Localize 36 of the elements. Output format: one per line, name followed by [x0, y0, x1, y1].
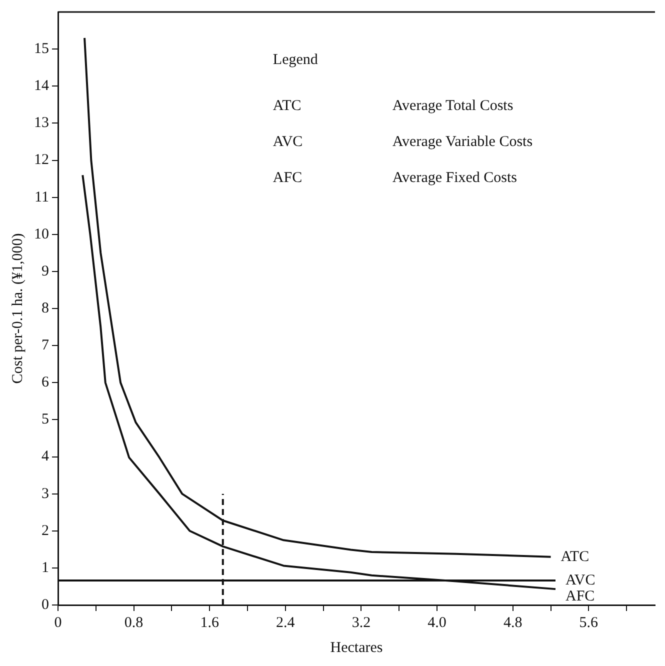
x-tick-label: 1.6 — [200, 614, 220, 631]
x-tick-label: 5.6 — [579, 614, 599, 631]
x-tick-label: 4.0 — [428, 614, 446, 631]
series-label: AVC — [566, 572, 596, 588]
y-tick-label: 12 — [34, 152, 49, 168]
x-tick-label: 0 — [54, 614, 62, 631]
y-tick-label: 4 — [42, 448, 50, 465]
y-tick-label: 10 — [34, 226, 49, 242]
annotation: Legend — [272, 52, 318, 68]
x-tick-label: 2.4 — [276, 614, 296, 631]
y-tick-label: 14 — [34, 78, 50, 94]
y-tick-label: 13 — [34, 115, 49, 132]
y-tick-label: 6 — [42, 374, 50, 391]
series-label: AFC — [566, 588, 595, 604]
y-axis-title: Cost per-0.1 ha. (¥1,000) — [10, 233, 26, 384]
y-tick-label: 0 — [42, 596, 49, 613]
y-tick-label: 5 — [42, 412, 49, 428]
y-tick-label: 3 — [42, 486, 49, 502]
annotation: Average Fixed Costs — [392, 170, 518, 186]
y-tick-label: 11 — [34, 189, 49, 206]
annotation: Average Variable Costs — [392, 134, 533, 150]
annotation: Average Total Costs — [392, 98, 514, 114]
y-tick-label: 1 — [42, 560, 49, 576]
annotation: ATC — [272, 98, 302, 114]
series-label: ATC — [560, 548, 590, 565]
y-tick-label: 15 — [34, 41, 49, 57]
y-tick-label: 8 — [42, 300, 49, 316]
x-tick-label: 0.8 — [124, 614, 144, 631]
annotation: AVC — [272, 134, 303, 150]
y-tick-label: 7 — [42, 338, 50, 354]
x-axis-title: Hectares — [330, 640, 383, 656]
annotation: AFC — [272, 170, 302, 186]
x-tick-label: 3.2 — [352, 614, 371, 631]
x-tick-label: 4.8 — [503, 614, 522, 631]
y-tick-label: 9 — [42, 263, 49, 280]
y-tick-label: 2 — [42, 522, 49, 539]
